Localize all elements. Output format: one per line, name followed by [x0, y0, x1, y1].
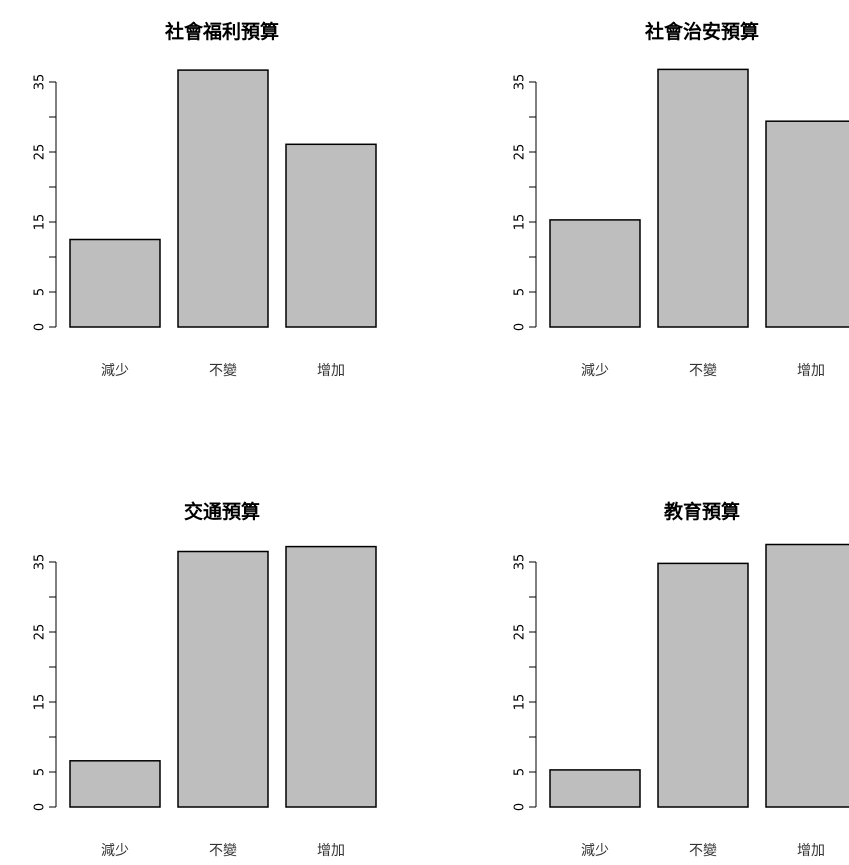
- x-category-label: 增加: [797, 363, 825, 379]
- chart-panel-4: 教育預算 0 5 15 25 35 減少 不變 增加: [513, 500, 849, 859]
- y-tick-label: 5: [513, 288, 528, 296]
- x-category-label: 不變: [209, 843, 237, 859]
- x-category-label: 減少: [581, 362, 609, 379]
- y-tick-label: 15: [513, 694, 528, 711]
- y-tick-label: 25: [33, 144, 48, 161]
- bar-3: [285, 545, 377, 808]
- y-tick-label: 0: [513, 803, 528, 811]
- bar-1: [69, 238, 161, 328]
- bar-1: [549, 219, 641, 328]
- y-tick-label: 15: [33, 214, 48, 231]
- bar-2: [657, 68, 749, 328]
- bar-3: [765, 120, 849, 328]
- bar-1: [549, 769, 641, 808]
- x-category-label: 增加: [317, 843, 345, 859]
- chart-title: 社會治安預算: [644, 20, 759, 43]
- y-tick-label: 25: [33, 624, 48, 641]
- bar-2: [177, 550, 269, 808]
- bar-3: [765, 543, 849, 808]
- chart-panel-1: 社會福利預算 0 5 15 25 35 減少 不變 增加: [33, 20, 377, 379]
- y-tick-label: 0: [513, 323, 528, 331]
- chart-title: 社會福利預算: [164, 20, 279, 43]
- chart-title: 教育預算: [664, 500, 740, 523]
- y-tick-label: 5: [513, 768, 528, 776]
- bar-3: [285, 143, 377, 328]
- y-tick-label: 0: [33, 803, 48, 811]
- y-tick-label: 15: [513, 214, 528, 231]
- y-tick-label: 35: [513, 74, 528, 91]
- y-tick-label: 25: [513, 624, 528, 641]
- x-category-label: 增加: [317, 363, 345, 379]
- chart-panel-2: 社會治安預算 0 5 15 25 35 減少 不變 增加: [513, 20, 849, 379]
- chart-title: 交通預算: [184, 500, 260, 523]
- y-tick-label: 25: [513, 144, 528, 161]
- x-category-label: 減少: [101, 842, 129, 859]
- x-category-label: 不變: [209, 363, 237, 379]
- x-category-label: 增加: [797, 843, 825, 859]
- x-category-label: 減少: [101, 362, 129, 379]
- x-category-label: 減少: [581, 842, 609, 859]
- bar-2: [657, 562, 749, 808]
- x-category-label: 不變: [689, 363, 717, 379]
- y-tick-label: 5: [33, 768, 48, 776]
- bar-1: [69, 760, 161, 808]
- bar-2: [177, 69, 269, 328]
- y-tick-label: 5: [33, 288, 48, 296]
- y-tick-label: 0: [33, 323, 48, 331]
- y-tick-label: 35: [33, 554, 48, 571]
- chart-panel-3: 交通預算 0 5 15 25 35 減少 不變 增加: [33, 500, 377, 859]
- y-tick-label: 35: [513, 554, 528, 571]
- x-category-label: 不變: [689, 843, 717, 859]
- y-tick-label: 15: [33, 694, 48, 711]
- y-tick-label: 35: [33, 74, 48, 91]
